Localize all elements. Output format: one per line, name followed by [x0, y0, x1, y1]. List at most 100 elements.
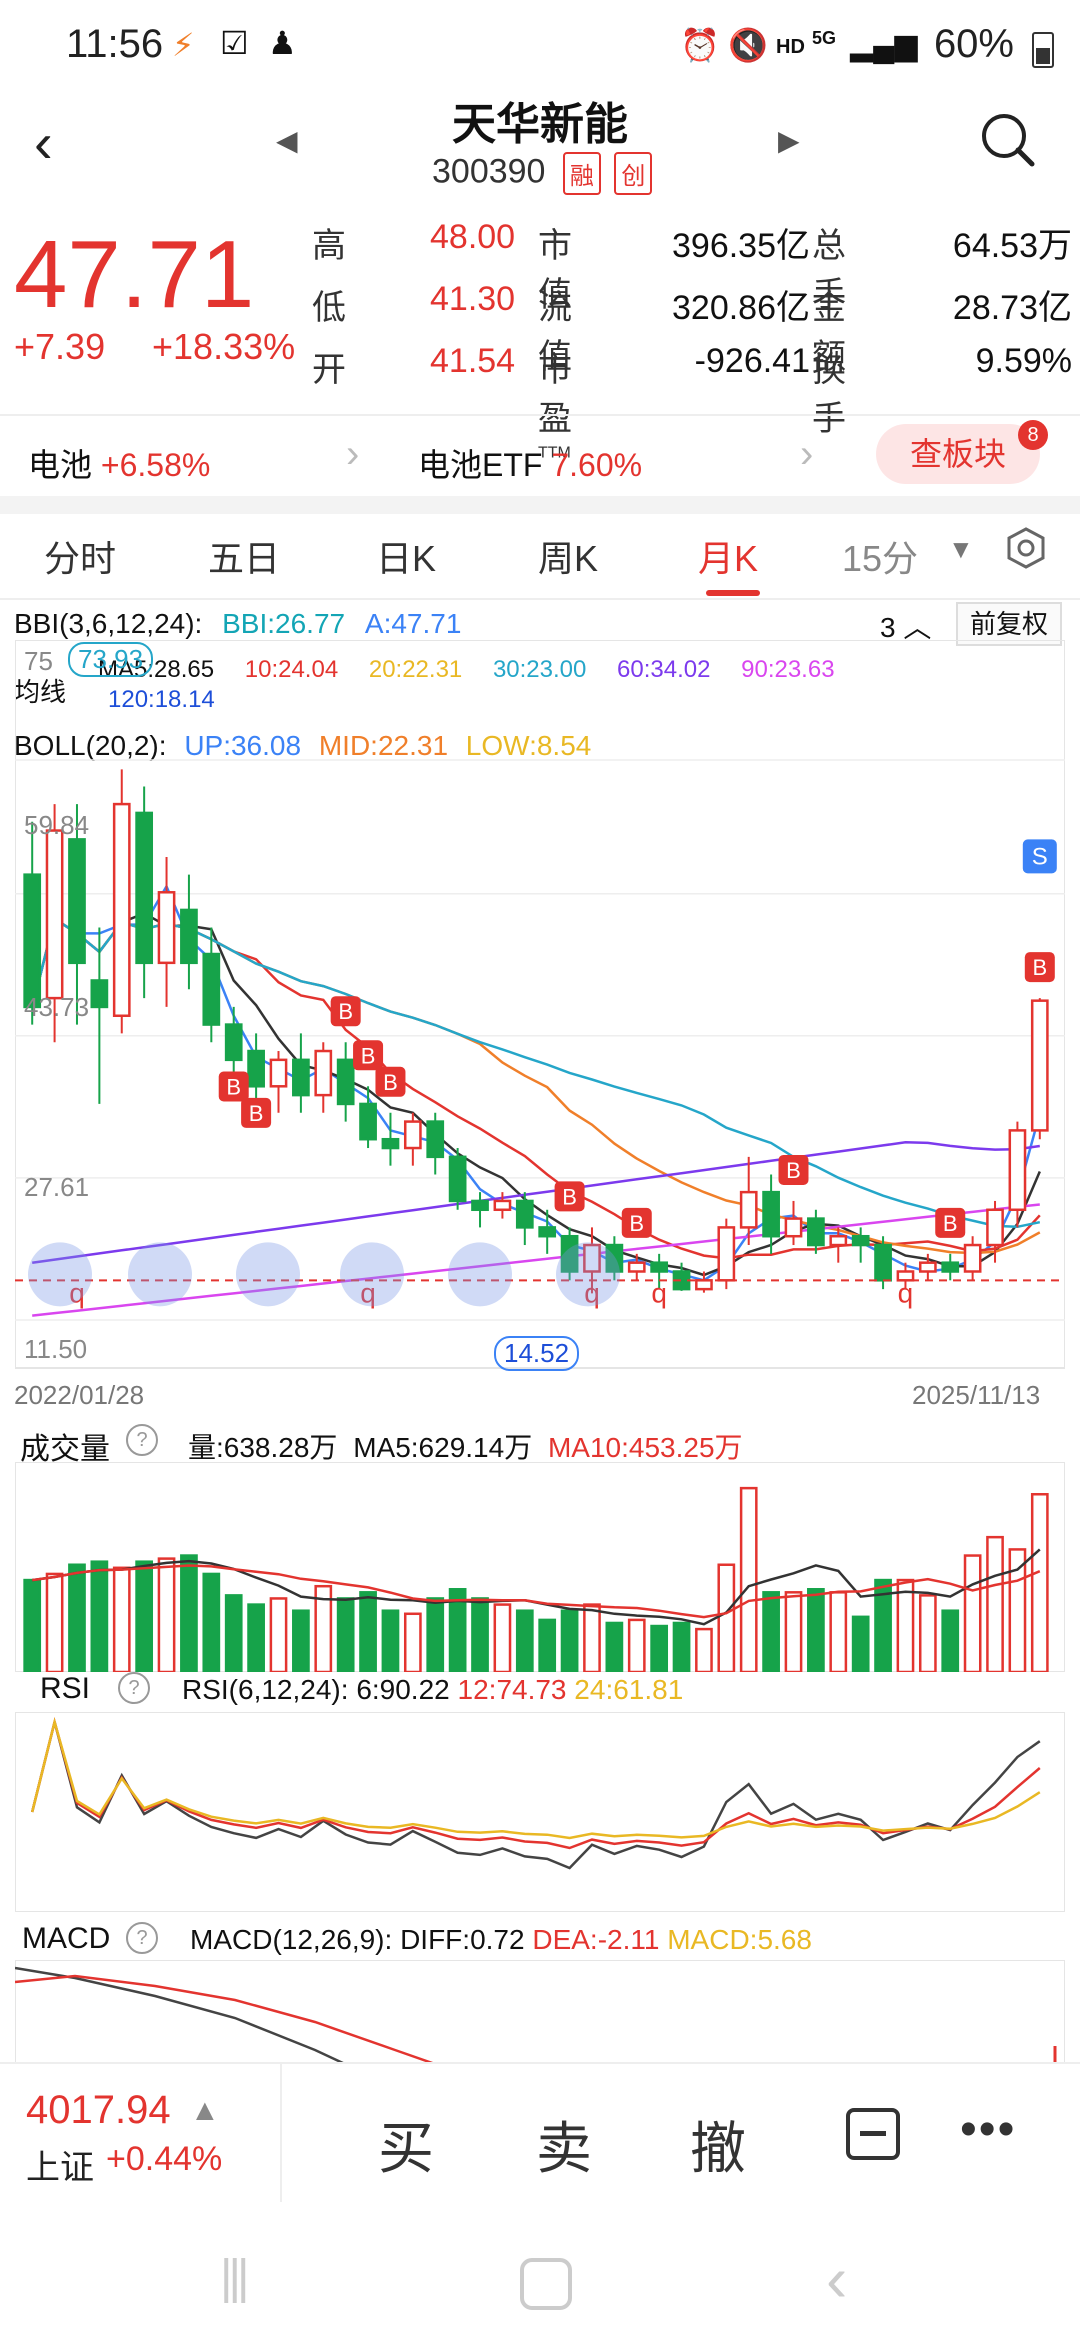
volume-bar [247, 1603, 265, 1672]
candle-body [762, 1190, 780, 1238]
chevron-right-icon: › [346, 432, 360, 476]
status-bar: 11:56 ⚡ ☑ ♟ ⏰ 🔇 HD 5G ▂▄▆ 60% [0, 0, 1080, 90]
tab-5day[interactable]: 五日 [208, 538, 281, 579]
volume-bar [538, 1618, 557, 1672]
candle-body [90, 979, 109, 1009]
rsi-chart[interactable] [15, 1712, 1065, 1912]
last-price: 47.71 [14, 221, 255, 328]
help-icon[interactable]: ? [126, 1424, 158, 1456]
back-icon[interactable]: ‹ [34, 111, 53, 174]
view-board-button[interactable]: 查板块 [876, 424, 1040, 484]
candle-body [963, 1243, 982, 1273]
volume-ma10: MA10:453.25万 [547, 1432, 743, 1463]
buy-signal-box [353, 1040, 384, 1071]
candle-body [292, 1058, 310, 1097]
macd-title: MACD [22, 1922, 111, 1955]
stock-code: 300390 [432, 152, 546, 191]
adjust-button[interactable]: 前复权 [956, 602, 1062, 646]
high-label: 73.93 [68, 642, 154, 677]
dropdown-icon[interactable]: ▼ [948, 534, 974, 564]
margin-tag: 融 [562, 152, 601, 195]
volume-bar [493, 1603, 512, 1672]
y-tick-label: 27.61 [24, 1172, 90, 1202]
more-icon[interactable]: ••• [960, 2103, 1017, 2156]
ma-count-toggle[interactable]: 3 ︿ [880, 606, 931, 646]
volume-bar [963, 1554, 982, 1672]
minus-box-icon[interactable] [846, 2108, 900, 2160]
boll-mid: MID:22.31 [318, 730, 449, 761]
volume-bar [851, 1615, 870, 1672]
buy-signal-marker: B [375, 1066, 406, 1097]
q-signal: q [69, 1277, 85, 1308]
boll-low: LOW:8.54 [465, 730, 592, 761]
volume-bar [739, 1486, 758, 1672]
macd-value: MACD:5.68 [667, 1924, 812, 1955]
candle-body [448, 1155, 467, 1203]
candle-body [403, 1120, 422, 1150]
help-icon[interactable]: ? [126, 1922, 158, 1954]
rsi6-value: 6:90.22 [356, 1674, 450, 1705]
y-tick-label: 11.50 [24, 1334, 88, 1364]
volume-bar [426, 1597, 445, 1672]
volume-bar [515, 1609, 534, 1672]
search-icon[interactable] [978, 110, 1038, 170]
q-signal: q [360, 1277, 376, 1308]
recents-icon[interactable]: ||| [220, 2251, 249, 2304]
tab-daily[interactable]: 日K [376, 538, 437, 579]
volume-ma5: MA5:629.14万 [353, 1432, 533, 1463]
candle-body [180, 908, 198, 965]
boll-label: BOLL(20,2): [14, 730, 167, 761]
ma20-line [30, 916, 1041, 1255]
tab-monthly[interactable]: 月K [698, 538, 759, 579]
volume-bar [336, 1597, 355, 1672]
etf-name: 电池ETF [418, 447, 543, 483]
help-icon[interactable]: ? [118, 1672, 150, 1704]
volume-bar [292, 1609, 310, 1672]
expand-up-icon[interactable]: ▲ [190, 2094, 220, 2127]
tab-weekly[interactable]: 周K [538, 538, 599, 579]
kline-chart[interactable]: BBBBBBBBBBSqqqqq [15, 640, 1065, 1372]
chart-control-button [28, 1242, 92, 1307]
settings-icon[interactable] [1004, 526, 1048, 570]
home-icon[interactable] [520, 2258, 572, 2310]
sell-button[interactable]: 卖 [536, 2117, 592, 2180]
volume-chart[interactable] [15, 1462, 1065, 1672]
alarm-icon: ⏰ [680, 27, 720, 63]
buy-button[interactable]: 买 [378, 2117, 434, 2180]
ma60-line [32, 1141, 1040, 1264]
quote-value: 396.35亿 [672, 227, 810, 265]
quote-value: 28.73亿 [952, 289, 1072, 327]
back-nav-icon[interactable]: ‹ [826, 2243, 848, 2315]
tab-15min[interactable]: 15分 [842, 538, 919, 579]
bbi-legend: BBI(3,6,12,24): BBI:26.77 A:47.71 [14, 608, 461, 640]
buy-signal-text: B [338, 999, 353, 1024]
buy-signal-text: B [943, 1211, 958, 1236]
quote-value: 9.59% [975, 342, 1072, 380]
next-stock-icon[interactable]: ▶ [778, 125, 800, 156]
candle-body [493, 1199, 512, 1212]
buy-signal-box [1024, 952, 1055, 983]
macd-frame [15, 1960, 1065, 2062]
volume-bar [829, 1591, 848, 1672]
cancel-order-button[interactable]: 撤 [690, 2117, 746, 2180]
candle-body [1008, 1129, 1027, 1212]
board-count-badge: 8 [1018, 420, 1048, 450]
volume-bar [314, 1584, 333, 1672]
prev-stock-icon[interactable]: ◀ [276, 125, 298, 156]
volume-bar [560, 1609, 579, 1672]
macd-chart[interactable] [15, 1960, 1065, 2062]
quote-label: 流值 [538, 289, 572, 376]
rsi24-line [30, 1717, 1041, 1840]
buy-signal-text: B [562, 1184, 577, 1209]
candle-body [426, 1120, 445, 1159]
buy-signal-box [375, 1066, 406, 1097]
volume-bar [224, 1594, 243, 1672]
volume-bar [1008, 1548, 1027, 1672]
etf-link[interactable]: 电池ETF 7.60% [418, 440, 642, 486]
buy-signal-box [241, 1097, 272, 1128]
quote-value: 320.86亿 [672, 289, 810, 327]
index-value[interactable]: 4017.94 [26, 2088, 171, 2132]
sector-link[interactable]: 电池 +6.58% [28, 440, 210, 486]
tab-intraday[interactable]: 分时 [44, 538, 117, 579]
chevron-right-icon: › [800, 432, 814, 476]
